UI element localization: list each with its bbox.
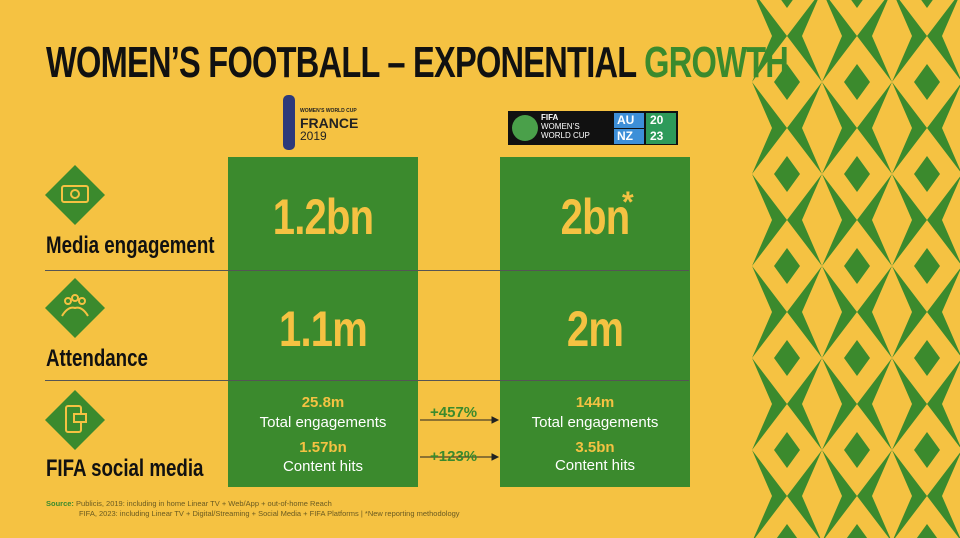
title: WOMEN’S FOOTBALL – EXPONENTIAL GROWTH bbox=[46, 38, 789, 88]
value: 2m bbox=[566, 301, 624, 357]
growth: +457% bbox=[430, 404, 478, 421]
divider bbox=[45, 380, 689, 381]
logo-text: WOMEN’S WORLD CUP bbox=[300, 108, 357, 114]
value: 25.8m bbox=[301, 394, 345, 411]
caption: Content hits bbox=[554, 457, 636, 474]
title-main: WOMEN’S FOOTBALL – EXPONENTIAL bbox=[46, 38, 637, 87]
logo-text: FIFA bbox=[541, 113, 559, 122]
column-2019 bbox=[228, 157, 418, 487]
row-label: FIFA social media bbox=[46, 455, 204, 482]
value: 1.2bn bbox=[272, 189, 374, 245]
value: 1.1m bbox=[279, 301, 368, 357]
logo-text: 20 bbox=[650, 113, 664, 127]
value: 1.57bn bbox=[299, 439, 347, 456]
column-2023 bbox=[500, 157, 690, 487]
logo-text: FRANCE bbox=[300, 115, 359, 131]
source-text: Publicis, 2019: including in home Linear… bbox=[76, 499, 332, 508]
value: 2bn bbox=[560, 189, 631, 245]
logo-text: NZ bbox=[617, 129, 633, 143]
row-label: Media engagement bbox=[46, 232, 215, 259]
divider bbox=[45, 270, 689, 271]
logo-text: 2019 bbox=[300, 129, 327, 143]
note-mark: * bbox=[622, 186, 634, 219]
caption: Total engagements bbox=[259, 414, 387, 431]
source-text: FIFA, 2023: including Linear TV + Digita… bbox=[79, 509, 460, 518]
logo-text: AU bbox=[617, 113, 635, 127]
value: 144m bbox=[575, 394, 615, 411]
growth: +123% bbox=[430, 448, 478, 465]
caption: Content hits bbox=[282, 458, 364, 475]
logo-text: 23 bbox=[650, 129, 664, 143]
value: 3.5bn bbox=[575, 439, 615, 456]
caption: Total engagements bbox=[531, 414, 659, 431]
source-label: Source: bbox=[46, 499, 74, 508]
logo-text: WORLD CUP bbox=[541, 131, 590, 140]
row-label: Attendance bbox=[46, 345, 148, 372]
title-accent: GROWTH bbox=[644, 38, 789, 87]
logo-text: WOMEN’S bbox=[541, 122, 580, 131]
